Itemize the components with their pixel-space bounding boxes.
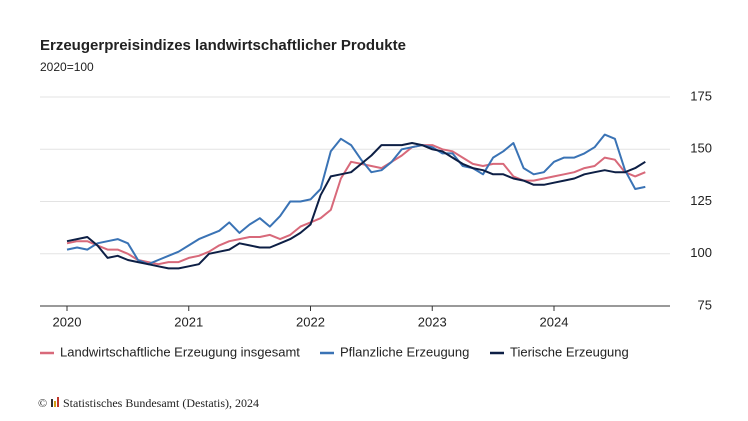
legend-label: Landwirtschaftliche Erzeugung insgesamt — [60, 344, 300, 359]
chart-title: Erzeugerpreisindizes landwirtschaftliche… — [40, 37, 406, 54]
chart-subtitle: 2020=100 — [40, 60, 94, 74]
x-tick-label: 2020 — [53, 314, 82, 329]
series-line — [66, 144, 646, 266]
y-tick-label: 175 — [690, 88, 712, 103]
y-tick-label: 100 — [690, 245, 712, 260]
y-tick-label: 125 — [690, 193, 712, 208]
copyright: © — [38, 396, 47, 410]
series-line — [66, 133, 646, 266]
x-tick-label: 2024 — [540, 314, 569, 329]
source: Statistisches Bundesamt (Destatis), 2024 — [63, 396, 259, 410]
legend-label: Tierische Erzeugung — [510, 344, 629, 359]
legend-label: Pflanzliche Erzeugung — [340, 344, 469, 359]
x-tick-label: 2021 — [174, 314, 203, 329]
x-tick-label: 2023 — [418, 314, 447, 329]
x-tick-label: 2022 — [296, 314, 325, 329]
series-line — [66, 142, 646, 270]
y-tick-label: 75 — [698, 297, 712, 312]
y-tick-label: 150 — [690, 141, 712, 156]
source-icon — [51, 397, 59, 407]
